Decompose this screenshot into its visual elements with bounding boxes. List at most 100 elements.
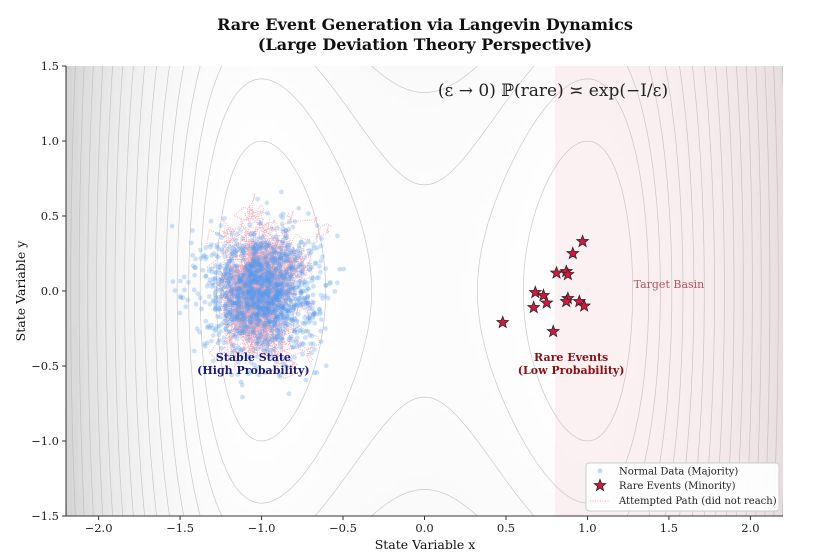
normal-data-point — [255, 277, 261, 283]
normal-data-point — [292, 219, 298, 225]
normal-data-point — [272, 268, 278, 274]
normal-data-point — [256, 329, 262, 335]
normal-data-point — [219, 278, 224, 283]
normal-data-point — [227, 297, 232, 302]
normal-data-point — [268, 271, 274, 277]
normal-data-point — [227, 309, 233, 315]
normal-data-point — [239, 315, 245, 321]
normal-data-point — [279, 246, 285, 252]
normal-data-point — [209, 269, 215, 275]
normal-data-point — [235, 290, 241, 295]
normal-data-point — [297, 248, 302, 254]
normal-data-point — [269, 272, 274, 278]
normal-data-point — [211, 251, 217, 256]
normal-data-point — [216, 307, 222, 313]
normal-data-point — [259, 333, 265, 339]
normal-data-point — [280, 307, 286, 313]
normal-data-point — [254, 315, 259, 320]
normal-data-point — [252, 262, 258, 267]
normal-data-point — [262, 239, 267, 245]
normal-data-point — [250, 310, 256, 316]
y-tick-label: −1.0 — [31, 434, 59, 448]
normal-data-point — [258, 242, 264, 248]
normal-data-point — [288, 281, 294, 287]
normal-data-point — [206, 280, 212, 286]
normal-data-point — [264, 289, 270, 294]
normal-data-point — [297, 295, 303, 301]
normal-data-point — [300, 288, 306, 294]
normal-data-point — [251, 246, 257, 252]
normal-data-point — [284, 254, 290, 259]
normal-data-point — [211, 276, 216, 282]
normal-data-point — [248, 297, 254, 302]
normal-data-point — [219, 321, 225, 327]
x-tick-label: 1.0 — [578, 521, 596, 535]
normal-data-point — [216, 264, 222, 269]
normal-data-point — [228, 289, 234, 295]
normal-data-point — [222, 303, 228, 308]
normal-data-point — [257, 306, 263, 312]
normal-data-point — [270, 310, 275, 315]
normal-data-point — [253, 243, 259, 249]
normal-data-point — [278, 288, 284, 294]
normal-data-point — [227, 258, 233, 264]
y-tick-label: −1.5 — [31, 509, 59, 523]
normal-data-point — [301, 264, 307, 269]
normal-data-point — [249, 294, 255, 300]
normal-data-point — [232, 280, 238, 285]
normal-data-point — [325, 295, 331, 301]
normal-data-point — [264, 255, 270, 260]
normal-data-point — [289, 316, 295, 322]
normal-data-point — [307, 266, 313, 272]
normal-data-point — [332, 289, 338, 294]
normal-data-point — [212, 305, 218, 311]
legend-rare-label: Rare Events (Minority) — [619, 481, 736, 492]
normal-data-point — [269, 280, 275, 286]
normal-data-point — [281, 295, 287, 301]
normal-data-point — [251, 258, 257, 264]
normal-data-point — [291, 344, 296, 349]
normal-data-point — [268, 289, 273, 295]
normal-data-point — [233, 286, 239, 292]
normal-data-point — [271, 270, 277, 276]
normal-data-point — [229, 258, 235, 264]
normal-data-point — [219, 277, 224, 282]
normal-data-point — [218, 314, 223, 320]
normal-data-point — [234, 295, 240, 301]
normal-data-point — [255, 257, 261, 263]
normal-data-point — [296, 245, 302, 251]
normal-data-point — [286, 302, 291, 308]
normal-data-point — [256, 287, 262, 293]
normal-data-point — [222, 267, 228, 273]
normal-data-point — [241, 326, 247, 332]
normal-data-point — [213, 299, 219, 304]
normal-data-point — [252, 242, 258, 248]
normal-data-point — [259, 329, 265, 335]
normal-data-point — [208, 218, 214, 224]
normal-data-point — [190, 252, 196, 258]
chart-title-line1: Rare Event Generation via Langevin Dynam… — [217, 15, 633, 34]
normal-data-point — [213, 269, 218, 275]
normal-data-point — [226, 279, 231, 285]
normal-data-point — [212, 277, 218, 283]
normal-data-point — [207, 301, 213, 307]
normal-data-point — [262, 290, 267, 295]
normal-data-point — [289, 284, 294, 290]
normal-data-point — [250, 251, 255, 257]
normal-data-point — [240, 313, 246, 319]
normal-data-point — [216, 306, 222, 312]
chart-title-line2: (Large Deviation Theory Perspective) — [258, 35, 592, 54]
normal-data-point — [274, 276, 280, 282]
normal-data-point — [265, 341, 271, 347]
normal-data-point — [299, 268, 305, 273]
normal-data-point — [223, 275, 229, 281]
normal-data-point — [222, 215, 227, 221]
normal-data-point — [248, 262, 254, 267]
stable-state-sublabel: (High Probability) — [197, 364, 309, 377]
normal-data-point — [318, 339, 324, 344]
normal-data-point — [292, 285, 298, 291]
normal-data-point — [240, 326, 246, 331]
normal-data-point — [197, 329, 202, 335]
normal-data-point — [277, 258, 283, 263]
normal-data-point — [289, 266, 295, 271]
